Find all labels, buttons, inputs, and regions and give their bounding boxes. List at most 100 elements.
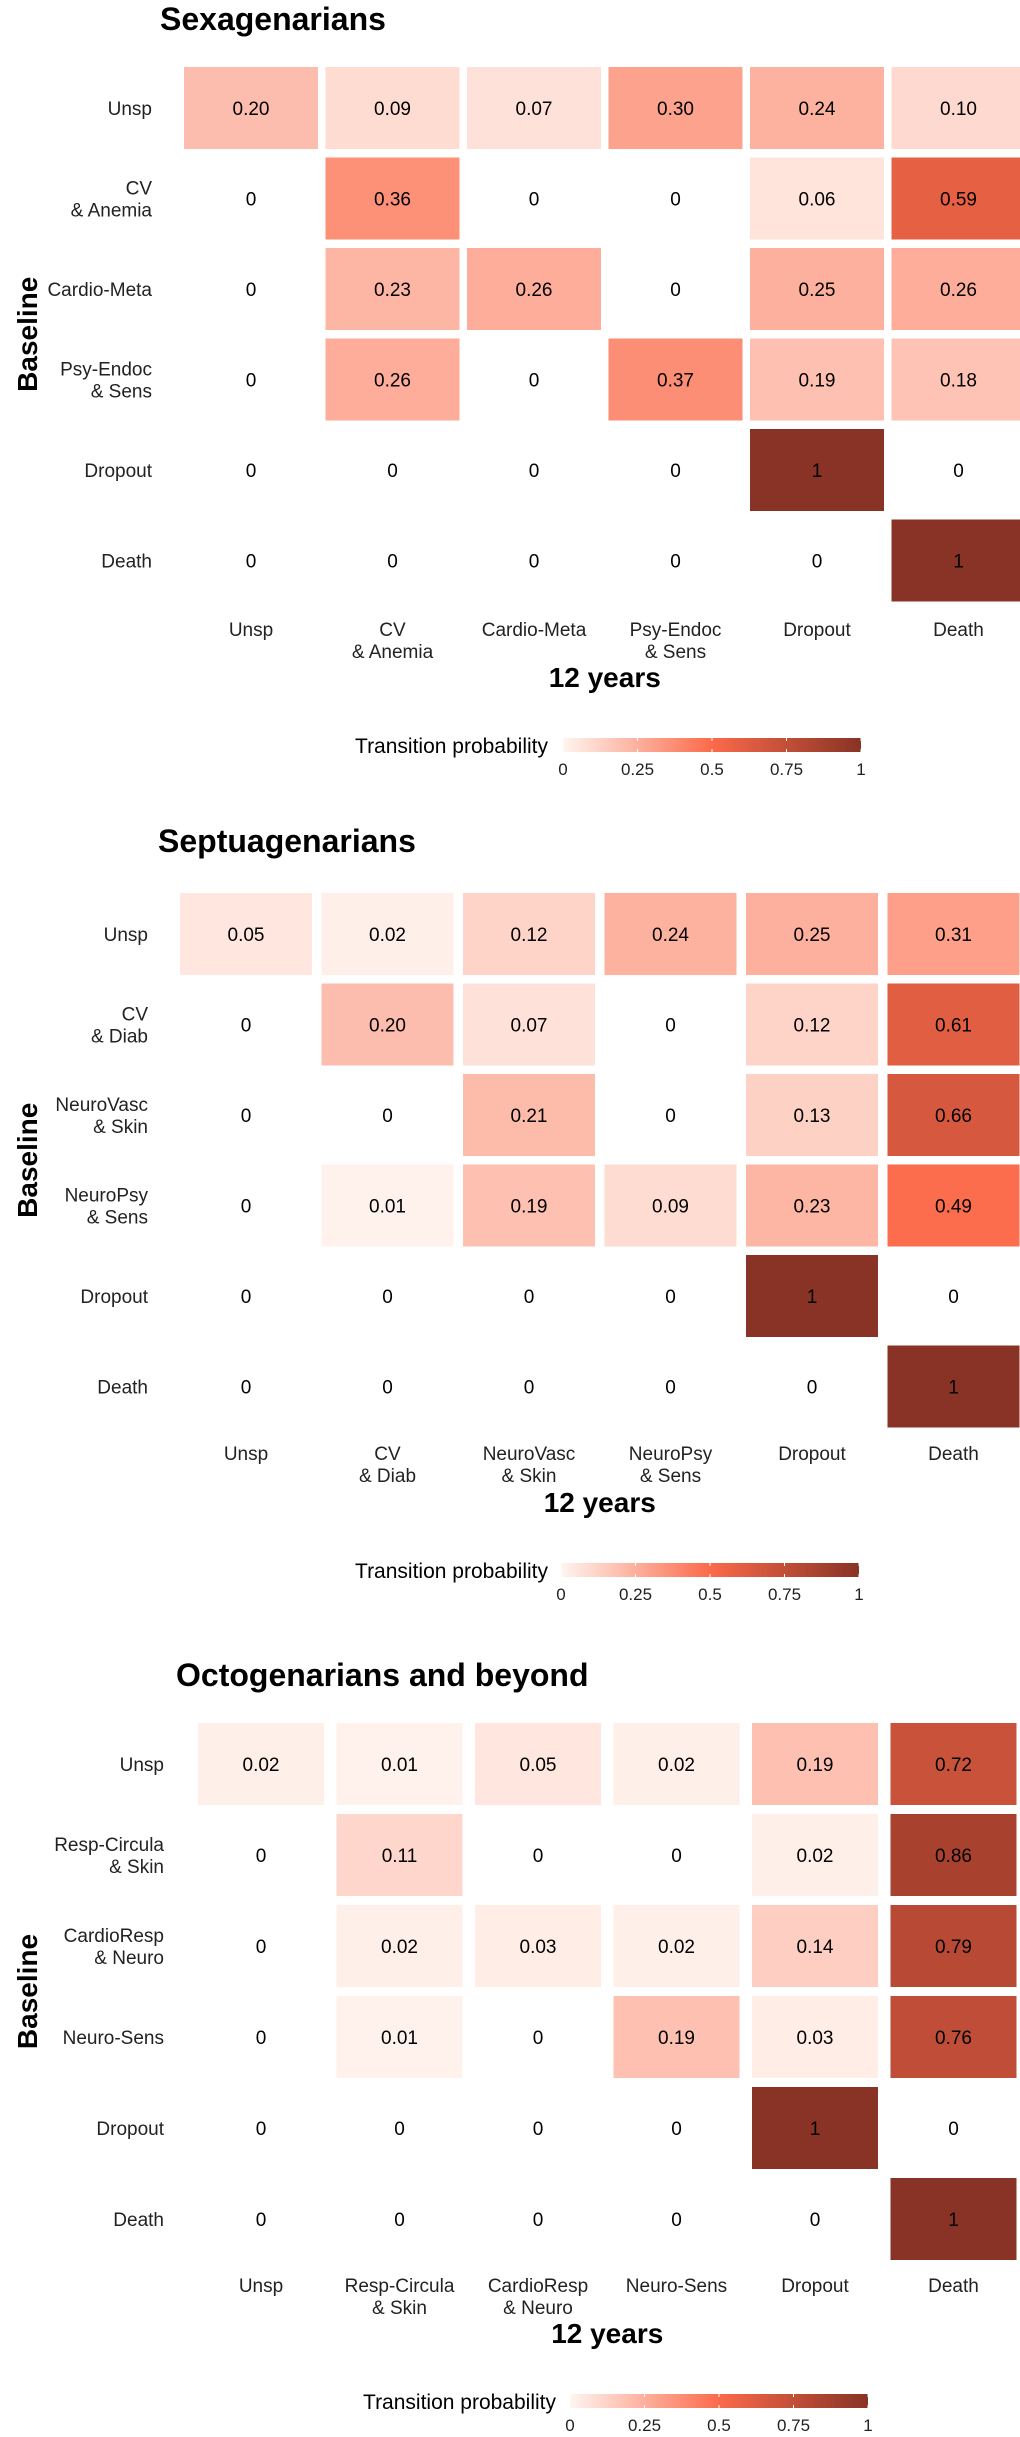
cell-value-label: 1 [812, 461, 823, 482]
legend-tick-label: 0.25 [619, 1585, 652, 1604]
cell-value-label: 0.01 [369, 1197, 406, 1218]
cell-value-label: 0.25 [794, 925, 831, 946]
heatmap-cell [336, 1996, 463, 2078]
cell-value-label: 0 [533, 2028, 544, 2049]
cell-value-label: 0.23 [374, 280, 411, 301]
cell-value-label: 0 [256, 2028, 267, 2049]
panel-3: Octogenarians and beyond Baseline 0.02 0.01… [12, 1657, 1017, 2435]
x-tick-label: CardioResp & Neuro [488, 2276, 588, 2319]
cell-value-label: 0 [671, 2210, 682, 2231]
y-tick-label: Psy-Endoc & Sens [60, 360, 152, 403]
cell-value-label: 1 [948, 1378, 959, 1399]
cell-value-label: 0.18 [940, 371, 977, 392]
cell-value-label: 1 [953, 552, 964, 573]
heatmap-cell [325, 157, 460, 240]
cell-value-label: 0 [533, 1846, 544, 1867]
legend-tick-label: 0 [556, 1585, 565, 1604]
cell-value-label: 0.49 [935, 1197, 972, 1218]
cell-value-label: 0.02 [381, 1937, 418, 1958]
y-tick-label: Cardio-Meta [47, 280, 152, 301]
heatmap-cell [467, 248, 601, 330]
heatmap-cell [325, 67, 460, 149]
legend-tick-label: 0.25 [628, 2416, 661, 2435]
cell-value-label: 0 [671, 2119, 682, 2140]
cell-value-label: 0 [665, 1378, 676, 1399]
x-axis-label: 12 years [551, 2318, 663, 2349]
legend-title: Transition probability [355, 1560, 548, 1583]
cell-value-label: 0.01 [381, 1755, 418, 1776]
x-tick-label: NeuroVasc & Skin [483, 1444, 576, 1487]
cell-value-label: 0 [256, 2119, 267, 2140]
y-tick-label: Death [97, 1378, 148, 1399]
cell-value-label: 0 [948, 2119, 959, 2140]
heatmap-cell [887, 1074, 1020, 1156]
heatmap-cell [890, 1723, 1017, 1805]
panel-title: Septuagenarians [158, 823, 416, 859]
heatmap-cell [750, 338, 884, 421]
cell-value-label: 0 [246, 461, 257, 482]
cell-value-label: 0 [529, 552, 540, 573]
y-tick-label: Unsp [104, 925, 148, 946]
panel-title: Sexagenarians [160, 1, 386, 37]
x-tick-label: CV & Diab [359, 1444, 416, 1487]
cell-value-label: 0 [671, 1846, 682, 1867]
y-tick-label: Dropout [96, 2119, 164, 2140]
cell-value-label: 0.25 [799, 280, 836, 301]
heatmap-cell [475, 1905, 601, 1987]
x-tick-label: Resp-Circula & Skin [345, 2276, 455, 2319]
heatmap-cell [467, 67, 601, 149]
x-tick-label: Death [928, 1444, 979, 1465]
cell-value-label: 0 [256, 2210, 267, 2231]
heatmap-cell [604, 1164, 737, 1247]
cell-value-label: 0.14 [797, 1937, 834, 1958]
heatmap-cell [891, 67, 1020, 149]
heatmap-cell [752, 2087, 878, 2169]
cell-value-label: 0.06 [799, 190, 836, 211]
y-tick-label: Death [101, 552, 152, 573]
heatmap-cell [750, 248, 884, 330]
heatmap-cell [321, 1164, 454, 1247]
legend: Transition probability 0 0.25 0.5 0.75 1 [363, 2391, 873, 2435]
heatmap-cell [321, 893, 454, 975]
x-tick-label: CV & Anemia [352, 620, 434, 663]
legend-colorbar [563, 738, 861, 752]
heatmap-cell [613, 1905, 740, 1987]
y-tick-label: CV & Anemia [71, 179, 153, 222]
cell-value-label: 1 [807, 1287, 818, 1308]
heatmap-cell [746, 893, 878, 975]
x-tick-label: Unsp [239, 2276, 283, 2297]
panel-title: Octogenarians and beyond [176, 1657, 589, 1693]
heatmap-cell [613, 1996, 740, 2078]
cell-value-label: 0.26 [374, 371, 411, 392]
heatmap-cell [463, 1074, 595, 1156]
cell-value-label: 0.86 [935, 1846, 972, 1867]
cell-value-label: 0 [665, 1016, 676, 1037]
y-tick-label: Unsp [108, 99, 152, 120]
panel-2: Septuagenarians Baseline 0.05 0.02 0.12 0.24 0… [12, 823, 1020, 1604]
heatmap-cell [463, 1164, 595, 1247]
legend-tick-label: 0.5 [707, 2416, 731, 2435]
heatmap-cell [890, 1814, 1017, 1896]
cell-value-label: 0 [241, 1016, 252, 1037]
x-axis-label: 12 years [544, 1487, 656, 1518]
x-tick-label: Dropout [778, 1444, 846, 1465]
heatmap-cell [613, 1723, 740, 1805]
cell-value-label: 0.36 [374, 190, 411, 211]
cell-value-label: 0.11 [382, 1846, 418, 1867]
cell-value-label: 0.21 [511, 1106, 548, 1127]
cell-value-label: 0 [382, 1106, 393, 1127]
cell-value-label: 0.31 [935, 925, 972, 946]
heatmap-cell [608, 67, 743, 149]
cell-value-label: 0.19 [511, 1197, 548, 1218]
cell-value-label: 0.66 [935, 1106, 972, 1127]
y-tick-label: CV & Diab [91, 1005, 148, 1048]
cell-value-label: 0 [246, 371, 257, 392]
cell-value-label: 0.10 [940, 99, 977, 120]
y-tick-label: NeuroVasc & Skin [55, 1095, 148, 1138]
cell-value-label: 0.72 [935, 1755, 972, 1776]
heatmap-cell [325, 248, 460, 330]
x-axis-label: 12 years [549, 662, 661, 693]
cell-value-label: 0 [256, 1937, 267, 1958]
cell-value-label: 0.24 [799, 99, 836, 120]
